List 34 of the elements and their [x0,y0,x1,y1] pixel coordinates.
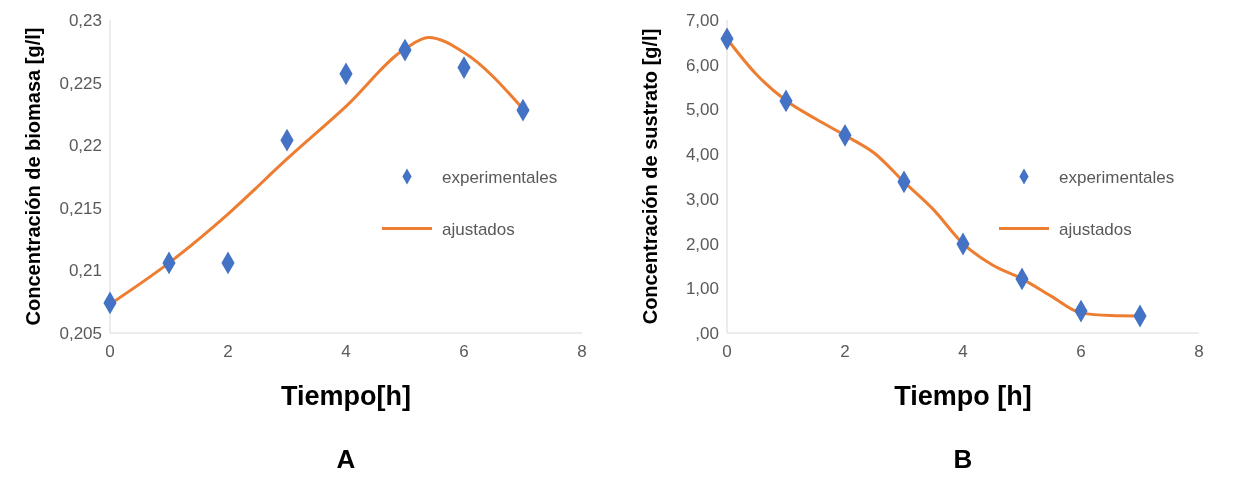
y-tick-label: 7,00 [685,11,719,30]
y-axis-title: Concentración de biomasa [g/l] [22,27,44,326]
y-tick-label: 2,00 [685,234,719,254]
x-tick-label: 4 [958,342,968,361]
y-tick-label: 4,00 [685,145,719,165]
x-tick-label: 2 [840,342,850,361]
x-tick-label: 6 [459,342,469,361]
y-tick-label: 0,225 [59,73,102,93]
y-tick-label: 0,22 [68,136,102,156]
y-tick-label: 3,00 [685,189,719,209]
x-tick-label: 2 [223,342,233,361]
x-tick-label: 8 [577,342,587,361]
x-tick-label: 0 [722,342,732,361]
y-tick-label: 5,00 [685,100,719,120]
legend-label: ajustados [1059,219,1132,239]
text: A [336,444,356,474]
text: B [953,444,973,474]
x-axis-title: Tiempo[h] [281,381,411,411]
y-tick-label: 1,00 [685,279,719,299]
x-tick-label: 8 [1194,342,1204,361]
y-tick-label: 6,00 [685,55,719,75]
y-tick-label: 0,215 [59,198,102,218]
x-axis-title: Tiempo [h] [894,381,1032,411]
y-tick-label: 0,23 [68,11,102,30]
legend-label: experimentales [442,167,558,187]
x-tick-label: 4 [341,342,351,361]
y-axis-title: Concentración de sustrato [g/l] [639,28,661,325]
x-tick-label: 0 [105,342,115,361]
x-tick-label: 6 [1076,342,1086,361]
legend-label: ajustados [442,219,515,239]
y-tick-label: 0,205 [59,324,102,343]
legend-label: experimentales [1059,167,1175,187]
y-tick-label: ,00 [695,324,719,343]
y-tick-label: 0,21 [68,261,102,281]
